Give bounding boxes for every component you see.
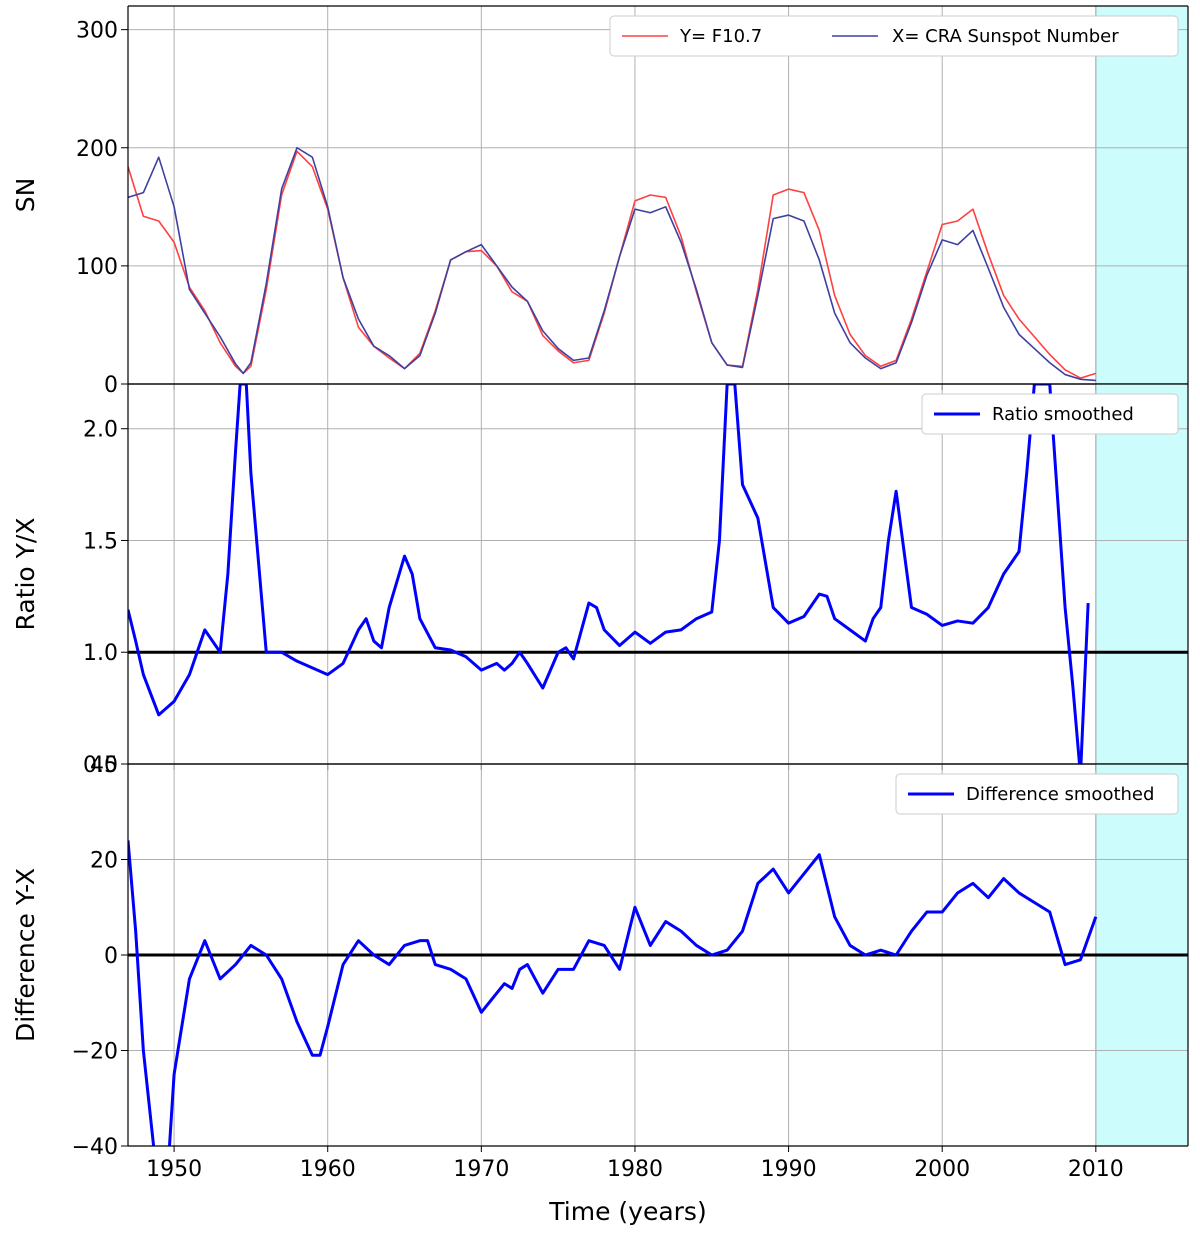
y-tick-label: 2.0 bbox=[83, 418, 118, 443]
legend-label: X= CRA Sunspot Number bbox=[892, 26, 1119, 47]
y-tick-label: 0.5 bbox=[83, 753, 118, 778]
x-tick-label: 1970 bbox=[453, 1157, 509, 1182]
y-tick-label: 20 bbox=[90, 849, 118, 874]
y-tick-label: −20 bbox=[72, 1040, 118, 1065]
y-axis-label: SN bbox=[11, 178, 40, 213]
y-tick-label: −40 bbox=[72, 1135, 118, 1160]
legend-label: Ratio smoothed bbox=[992, 404, 1134, 425]
panel-bottom: −40 −20 0 20 40 1950 1960 1970 1980 1990 2000 2010 D… bbox=[11, 753, 1189, 1226]
legend: Y= F10.7 X= CRA Sunspot Number bbox=[609, 15, 1179, 57]
legend: Difference smoothed bbox=[895, 773, 1179, 815]
series-line-bottom-0 bbox=[128, 840, 1098, 1146]
panel-top: 0 100 200 300 SN Y= F10.7 X= CRA Sunspot Numbe… bbox=[11, 5, 1189, 398]
series-line-top-0 bbox=[128, 150, 1097, 379]
y-tick-label: 300 bbox=[76, 19, 118, 44]
x-tick-label: 1950 bbox=[146, 1157, 202, 1182]
y-axis-label: Ratio Y/X bbox=[11, 518, 40, 631]
y-tick-label: 200 bbox=[76, 137, 118, 162]
highlight-span bbox=[1095, 6, 1188, 384]
legend-label: Y= F10.7 bbox=[679, 26, 762, 47]
y-tick-label: 40 bbox=[90, 753, 118, 778]
legend-box bbox=[921, 393, 1179, 435]
legend-box bbox=[609, 15, 1179, 57]
y-axis-label: Difference Y-X bbox=[11, 868, 40, 1042]
legend-box bbox=[895, 773, 1179, 815]
y-tick-label: 0 bbox=[104, 373, 118, 398]
y-tick-label: 0 bbox=[104, 944, 118, 969]
series-line-top-1 bbox=[128, 146, 1096, 382]
y-tick-label: 100 bbox=[76, 255, 118, 280]
panel-middle: 0.5 1.0 1.5 2.0 Ratio Y/X Ratio smoothed bbox=[11, 383, 1189, 778]
y-tick-label: 1.5 bbox=[83, 529, 118, 554]
legend-label: Difference smoothed bbox=[966, 784, 1154, 805]
x-tick-label: 1990 bbox=[761, 1157, 817, 1182]
x-tick-label: 1980 bbox=[607, 1157, 663, 1182]
x-axis-label: Time (years) bbox=[548, 1197, 706, 1226]
x-tick-label: 2010 bbox=[1068, 1157, 1124, 1182]
highlight-span bbox=[1095, 384, 1188, 764]
y-tick-label: 1.0 bbox=[83, 641, 118, 666]
x-tick-label: 1960 bbox=[300, 1157, 356, 1182]
legend: Ratio smoothed bbox=[921, 393, 1179, 435]
series-line-middle-0 bbox=[128, 384, 1090, 764]
x-tick-label: 2000 bbox=[914, 1157, 970, 1182]
